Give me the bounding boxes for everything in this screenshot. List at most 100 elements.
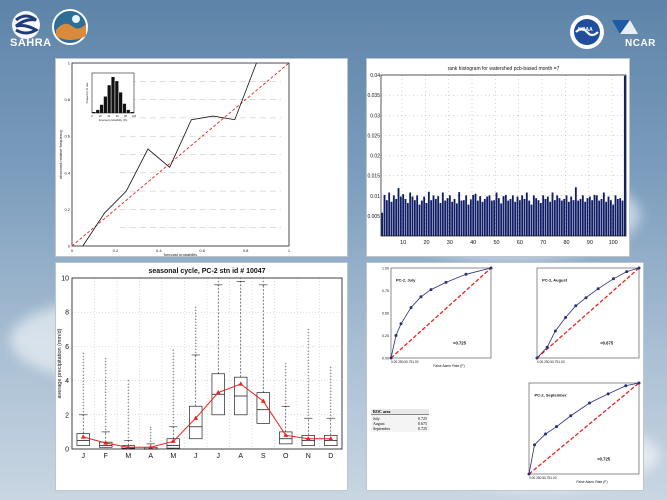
- roc-point: [464, 272, 468, 276]
- y-tick-label: 0.75: [382, 289, 389, 293]
- histogram-bar: [406, 202, 409, 236]
- y-tick-label: 0.4: [64, 170, 70, 175]
- histogram-bar: [595, 195, 598, 236]
- outlier-marker: +: [127, 397, 130, 402]
- histogram-bar: [598, 200, 601, 236]
- roc-point: [553, 329, 557, 333]
- histogram-bar: [623, 75, 626, 237]
- roc-point: [625, 270, 629, 274]
- outlier-marker: +: [330, 389, 333, 394]
- roc-frame: [528, 382, 640, 475]
- mean-marker: [215, 389, 221, 395]
- histogram-bar: [539, 202, 542, 236]
- outlier-marker: +: [307, 410, 310, 415]
- outlier-marker: +: [105, 393, 108, 398]
- outlier-marker: +: [285, 392, 288, 397]
- histogram-bar: [413, 200, 416, 236]
- outlier-marker: +: [172, 366, 175, 371]
- histogram-bar: [476, 200, 479, 236]
- histogram-bar: [572, 200, 575, 236]
- roc-point: [564, 316, 568, 319]
- roc-table-row: July 0.725: [373, 416, 427, 421]
- histogram-bar: [493, 200, 496, 236]
- outlier-marker: +: [195, 317, 198, 322]
- roc-point: [588, 401, 591, 405]
- outlier-marker: +: [285, 398, 288, 403]
- y-tick-label: 0.005: [367, 214, 380, 220]
- roc-table-value: 0.725: [418, 416, 427, 421]
- x-tick-label: 0.00.250.50.751.00: [537, 360, 565, 364]
- histogram-bar: [460, 200, 463, 236]
- histogram-bar: [523, 198, 526, 236]
- outlier-marker: +: [105, 423, 108, 428]
- reliability-diagram-panel: 0 0.2 0.4 0.6 0.8 1 0 0.2 0.4 0.6 0.8 1 forecast pro…: [55, 58, 348, 257]
- outlier-marker: +: [330, 413, 333, 418]
- x-tick-label: 90: [587, 240, 593, 246]
- y-tick-label: 0.2: [64, 207, 70, 212]
- inset-x-tick: 0: [91, 114, 93, 118]
- outlier-marker: +: [105, 402, 108, 407]
- outlier-marker: +: [172, 369, 175, 374]
- x-tick-label: 30: [447, 240, 453, 246]
- y-tick-label: 1.00: [382, 266, 389, 270]
- histogram-bar: [490, 200, 493, 236]
- roc-point: [394, 334, 398, 337]
- inset-bar: [107, 85, 111, 113]
- outlier-marker: +: [330, 386, 333, 391]
- outlier-marker: +: [307, 391, 310, 396]
- x-tick-label: J: [217, 453, 221, 460]
- x-tick-label: 0.2: [113, 248, 119, 253]
- sahra-label: SAHRA: [10, 37, 52, 49]
- rank-histogram-panel: rank histogram for watershed pcb-based m…: [366, 58, 630, 257]
- mean-marker: [80, 434, 86, 439]
- outlier-marker: +: [195, 311, 198, 316]
- box: [279, 431, 293, 445]
- outlier-marker: +: [82, 360, 85, 365]
- histogram-bar: [458, 192, 461, 236]
- outlier-marker: +: [82, 409, 85, 414]
- noaa-emblem-icon: [570, 15, 638, 49]
- outlier-marker: +: [127, 413, 130, 418]
- histogram-bar: [495, 192, 498, 236]
- outlier-marker: +: [330, 407, 333, 412]
- outlier-marker: +: [172, 347, 175, 352]
- x-tick-label: M: [170, 453, 176, 460]
- outlier-marker: +: [330, 395, 333, 400]
- histogram-bar: [619, 198, 622, 236]
- mean-marker: [148, 444, 154, 449]
- y-tick-label: 0.03: [370, 113, 380, 119]
- y-tick-label: 0.01: [370, 194, 380, 200]
- outlier-marker: +: [195, 314, 198, 319]
- box: [76, 433, 90, 446]
- mean-marker: [193, 415, 199, 420]
- outlier-marker: +: [172, 415, 175, 420]
- roc-score: =0.675: [600, 341, 614, 346]
- outlier-marker: +: [82, 382, 85, 387]
- outlier-marker: +: [150, 439, 153, 444]
- outlier-marker: +: [330, 364, 333, 369]
- outlier-marker: +: [82, 391, 85, 396]
- histogram-bar: [528, 200, 531, 236]
- outlier-marker: +: [105, 383, 108, 388]
- histogram-bar: [448, 195, 451, 236]
- roc-panel: PC-2, July =0.725 0.00.250.50.751.00 False …: [366, 262, 644, 491]
- y-axis-label: observed relative frequency: [58, 130, 63, 179]
- outlier-marker: +: [307, 348, 310, 353]
- histogram-bar: [451, 201, 454, 236]
- histogram-bar: [591, 200, 594, 236]
- x-tick-label: 0.00.250.50.751.00: [529, 476, 557, 480]
- outlier-marker: +: [105, 399, 108, 404]
- outlier-marker: +: [330, 410, 333, 415]
- histogram-bar: [432, 195, 435, 236]
- histogram-bar: [616, 198, 619, 236]
- inset-x-tick: 20: [99, 114, 102, 118]
- outlier-marker: +: [330, 367, 333, 372]
- x-tick-label: A: [238, 453, 243, 460]
- histogram-bar: [556, 195, 559, 236]
- outlier-marker: +: [172, 397, 175, 402]
- roc-point: [624, 384, 628, 388]
- y-tick-label: 0.25: [382, 334, 389, 338]
- roc-table-body: July 0.725 August 0.675 September 0.725: [371, 415, 429, 432]
- outlier-marker: +: [150, 430, 153, 435]
- outlier-marker: +: [82, 397, 85, 402]
